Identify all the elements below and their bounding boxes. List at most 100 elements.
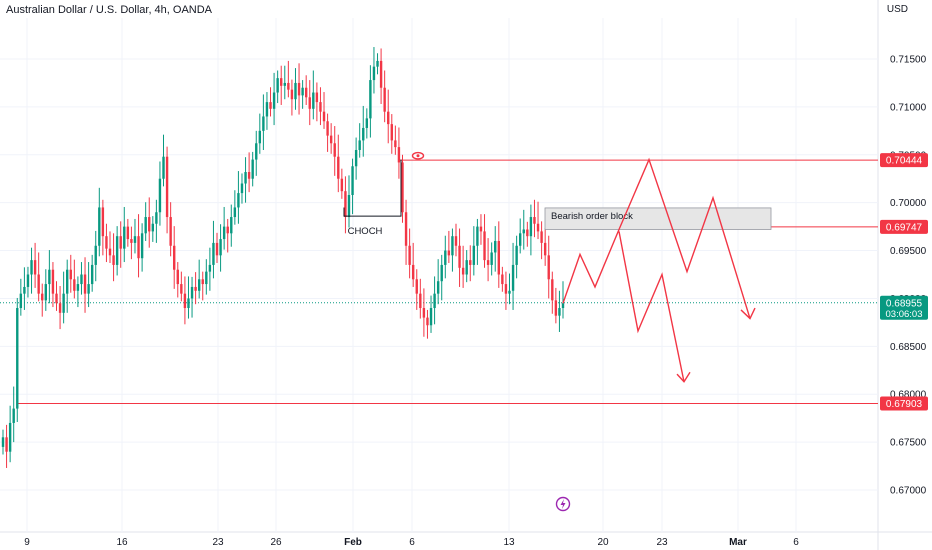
time-axis[interactable]: 9 16 23 26 Feb 6 13 20 23 Mar 6 — [24, 537, 799, 548]
candle-up — [508, 273, 511, 305]
candle-body — [112, 255, 115, 265]
candle-down — [404, 199, 408, 265]
candle-up — [44, 269, 48, 311]
candle-body — [173, 245, 176, 270]
candle-body — [158, 178, 162, 213]
candle-up — [433, 276, 436, 325]
candle-down — [119, 221, 122, 268]
candle-body — [369, 80, 372, 119]
candle-up — [190, 276, 194, 318]
candle-body — [26, 274, 30, 287]
candle-body — [272, 92, 276, 109]
candle-down — [401, 154, 404, 223]
candle-up — [123, 206, 126, 263]
candle-body — [536, 223, 540, 232]
candle-up — [90, 254, 94, 292]
candle-body — [315, 92, 319, 103]
time-tick-label: 6 — [793, 537, 799, 548]
candle-down — [304, 75, 308, 105]
candle-body — [123, 226, 126, 249]
candle-body — [387, 111, 390, 125]
candle-body — [508, 290, 511, 294]
candle-body — [265, 102, 269, 117]
price-axis[interactable]: 0.715000.710000.705000.700000.695000.690… — [890, 55, 927, 497]
candle-down — [322, 92, 326, 129]
candle-body — [411, 264, 415, 280]
candle-body — [362, 127, 365, 141]
candle-up — [230, 204, 233, 247]
candle-up — [155, 199, 158, 243]
candle-down — [547, 235, 550, 299]
candle-down — [426, 309, 429, 339]
candle-up — [66, 259, 69, 313]
candle-body — [429, 308, 433, 326]
candle-up — [151, 216, 155, 242]
candle-body — [472, 245, 476, 265]
candle-body — [383, 87, 386, 112]
candle-up — [23, 267, 26, 310]
candle-body — [408, 245, 411, 265]
candle-down — [501, 266, 504, 292]
candle-down — [533, 199, 536, 238]
candle-body — [419, 293, 422, 309]
candle-down — [554, 287, 558, 324]
candle-down — [461, 245, 465, 288]
candle-body — [501, 274, 504, 285]
candle-body — [73, 279, 76, 291]
candle-up — [376, 53, 379, 75]
candle-body — [126, 226, 130, 240]
candle-down — [329, 123, 333, 154]
candle-body — [30, 260, 33, 275]
candle-down — [458, 228, 461, 287]
candle-body — [90, 264, 94, 285]
candle-body — [308, 97, 311, 109]
candle-body — [222, 226, 226, 240]
candle-body — [422, 308, 426, 318]
candle-body — [51, 269, 55, 294]
level-price-text: 0.67903 — [886, 399, 923, 410]
candle-body — [554, 300, 558, 316]
projected-path — [562, 157, 751, 319]
candle-body — [137, 236, 140, 259]
candle-body — [244, 172, 247, 184]
candle-down — [290, 79, 294, 116]
chart-title: Australian Dollar / U.S. Dollar, 4h, OAN… — [6, 4, 213, 16]
candle-body — [351, 166, 354, 196]
candle-body — [365, 118, 369, 128]
candle-down — [37, 252, 40, 302]
candle-down — [287, 60, 290, 98]
candle-body — [436, 281, 440, 294]
candle-body — [148, 217, 151, 232]
candle-body — [511, 264, 515, 291]
candle-up — [518, 218, 522, 254]
candle-body — [483, 231, 486, 261]
candle-up — [429, 295, 433, 333]
candle-body — [5, 437, 8, 452]
candle-up — [276, 70, 279, 104]
candle-down — [315, 82, 319, 122]
candle-body — [169, 217, 172, 246]
candle-up — [1, 429, 5, 455]
candle-up — [440, 254, 443, 301]
time-tick-label: 16 — [116, 537, 128, 548]
candle-down — [454, 223, 458, 257]
price-tick-label: 0.70000 — [890, 198, 927, 209]
candle-up — [162, 134, 165, 187]
candle-body — [326, 121, 329, 136]
candle-down — [397, 127, 401, 179]
candle-down — [486, 238, 490, 282]
candle-up — [76, 276, 80, 308]
candle-body — [469, 260, 472, 265]
candle-down — [422, 288, 426, 337]
candle-down — [169, 202, 172, 257]
candle-body — [94, 245, 97, 265]
candle-body — [461, 267, 465, 275]
candle-down — [5, 424, 8, 468]
candle-down — [130, 226, 133, 260]
candle-body — [497, 240, 500, 275]
candle-body — [262, 116, 265, 131]
candle-body — [540, 231, 543, 243]
candle-body — [187, 298, 190, 309]
